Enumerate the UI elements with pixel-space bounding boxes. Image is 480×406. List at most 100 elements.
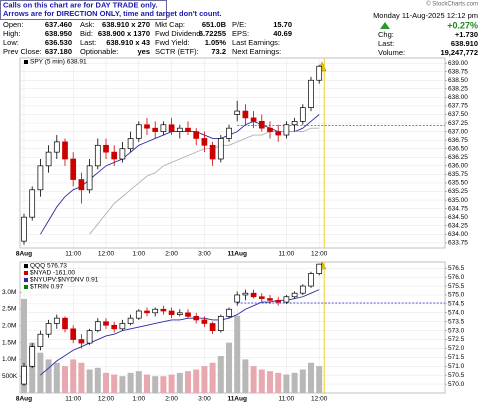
candle-body (291, 292, 298, 298)
volume-bar (250, 366, 257, 393)
volume-bar (176, 372, 183, 393)
y-tick-label: 573.5 (448, 318, 465, 325)
candle-body (78, 339, 85, 344)
candle-body (152, 308, 159, 314)
volume-tick-label: 2.5M (2, 306, 16, 313)
legend-label: SPY (5 min) 638.91 (30, 59, 87, 66)
volume-bar (226, 342, 232, 393)
plot-frame (19, 57, 446, 249)
candle-body (135, 310, 142, 319)
quote-label: Prev Close: (3, 47, 42, 56)
volume-bar (283, 374, 290, 393)
quote-label: Last: (80, 38, 96, 47)
quote-value: 638.910 x 43 (106, 38, 150, 47)
candle-body (21, 216, 27, 242)
y-tick-label: 637.75 (448, 103, 468, 110)
y-tick-label: 635.00 (448, 197, 468, 204)
y-tick-label: 635.75 (448, 171, 468, 178)
average-line (40, 289, 320, 376)
summary-label: Chg: (378, 30, 394, 39)
y-tick-label: 634.50 (448, 214, 468, 221)
summary-value: 19,247,772 (440, 48, 478, 57)
x-tick-label: 11:00 (65, 251, 81, 258)
volume-bar (62, 366, 68, 393)
candle-body (209, 144, 216, 160)
change-pct: +0.27% (447, 20, 478, 30)
quote-label: Fwd Dividend: (155, 29, 203, 38)
quote-value: 6.72255 (199, 29, 226, 38)
volume-bar (193, 369, 200, 393)
candle-body (226, 127, 232, 139)
candle-body (250, 292, 257, 298)
summary-label: Last: (378, 39, 394, 48)
candle-body (103, 321, 109, 326)
candle-body (62, 317, 68, 330)
y-tick-label: 570.0 (448, 381, 465, 388)
candle-body (226, 308, 232, 317)
quote-value: 637.460 (45, 20, 72, 29)
candle-body (94, 144, 101, 167)
x-tick-label: 11:00 (279, 396, 295, 403)
volume-tick-label: 2.0M (2, 323, 16, 330)
candle-body (144, 124, 150, 129)
volume-bar (299, 369, 306, 393)
quote-label: Bid: (80, 29, 93, 38)
candle-body (283, 124, 290, 136)
volume-bar (217, 356, 224, 393)
y-tick-label: 637.25 (448, 120, 468, 127)
quote-label: Ask: (80, 20, 95, 29)
candle-body (193, 316, 200, 321)
candle-body (45, 323, 52, 335)
candle-body (193, 131, 200, 139)
volume-bar (37, 352, 44, 393)
quote-label: Fwd Yield: (155, 38, 190, 47)
y-tick-label: 576.0 (448, 274, 465, 281)
candle-body (144, 310, 150, 314)
candle-body (267, 127, 273, 132)
legend-swatch (24, 264, 28, 268)
y-tick-label: 574.0 (448, 310, 465, 317)
legend-swatch (24, 271, 28, 275)
x-tick-label: 11:00 (65, 396, 81, 403)
volume-bar (144, 374, 150, 393)
y-tick-label: 574.5 (448, 301, 465, 308)
volume-bar (308, 362, 314, 393)
y-tick-label: 637.00 (448, 128, 468, 135)
quote-value: 638.950 (45, 29, 72, 38)
quote-value: 638.910 x 270 (102, 20, 150, 29)
quote-label: Low: (3, 38, 19, 47)
volume-bar (234, 315, 241, 393)
candle-body (316, 65, 323, 81)
quote-value: 637.180 (45, 47, 72, 56)
volume-bar (135, 371, 142, 393)
candle-body (242, 292, 249, 296)
volume-tick-label: 1.0M (2, 356, 16, 363)
candle-body (160, 308, 167, 312)
plot-frame (19, 261, 446, 394)
quote-label: EPS: (232, 29, 249, 38)
y-tick-label: 639.00 (448, 60, 468, 67)
candle-body (70, 328, 77, 340)
volume-bar (275, 372, 282, 393)
candle-body (37, 333, 44, 348)
x-tick-label: 1:00 (132, 251, 145, 258)
y-tick-label: 573.0 (448, 327, 465, 334)
volume-bar (94, 367, 101, 393)
legend-label: QQQ 576.73 (30, 263, 67, 270)
candle-body (316, 263, 323, 274)
volume-tick-label: 3.0M (2, 289, 16, 296)
candle-body (283, 296, 290, 303)
y-tick-label: 634.75 (448, 205, 468, 212)
x-tick-label: 8Aug (16, 251, 32, 258)
candle-body (176, 312, 183, 315)
candle-body (308, 79, 314, 108)
y-tick-label: 638.25 (448, 86, 468, 93)
volume-bar (267, 371, 273, 393)
quote-value: 1.05% (205, 38, 227, 47)
y-tick-label: 636.00 (448, 163, 468, 170)
candle-body (299, 107, 306, 122)
candle-body (94, 321, 101, 331)
candle-body (267, 298, 273, 301)
candle-body (86, 165, 93, 191)
